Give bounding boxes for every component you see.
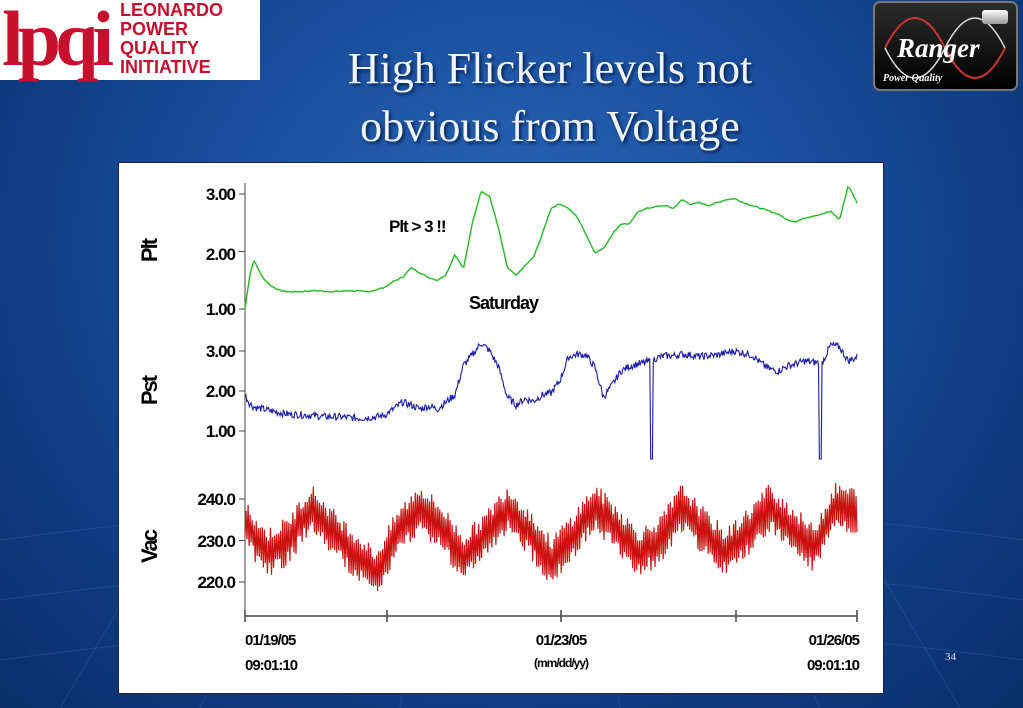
x-tick-time: 09:01:10 [245, 657, 298, 674]
pst-ytick: 1.00 [206, 422, 236, 441]
slide-title-line2: obvious from Voltage [360, 102, 740, 151]
ranger-logo-subtitle: Power Quality [883, 73, 943, 84]
page-number: 34 [945, 651, 956, 663]
ranger-logo-name: Ranger [897, 33, 980, 63]
lpqi-word: INITIATIVE [120, 57, 211, 77]
vac-ylabel: Vac [137, 529, 162, 563]
plt-annotation: Plt > 3 !! [389, 217, 446, 236]
slide-title: High Flicker levels not obvious from Vol… [250, 40, 850, 156]
plt-series-line [244, 186, 858, 310]
pst-ytick: 2.00 [206, 382, 236, 401]
ranger-badge-icon [982, 10, 1008, 24]
plt-ylabel: Plt [137, 237, 162, 262]
lpqi-word: QUALITY [120, 38, 199, 58]
x-tick-date: 01/26/05 [809, 632, 860, 649]
pst-series-line [244, 340, 858, 460]
slide-title-line1: High Flicker levels not [347, 44, 753, 93]
x-tick-date: 01/23/05 [536, 632, 587, 649]
vac-ytick: 230.0 [197, 532, 235, 551]
plt-ytick: 1.00 [206, 300, 236, 319]
plt-panel: Plt 1.00 2.00 3.00 Plt > 3 !! Saturday [137, 185, 540, 319]
plt-ytick: 2.00 [206, 245, 236, 264]
x-axis: 01/19/05 09:01:10 01/23/05 (mm/dd/yy) 01… [245, 632, 861, 674]
flicker-chart: Plt 1.00 2.00 3.00 Plt > 3 !! Saturday P… [137, 183, 861, 674]
pst-ylabel: Pst [137, 374, 162, 405]
plt-ytick: 3.00 [206, 185, 236, 204]
lpqi-logo: lpqi LEONARDO POWER QUALITY INITIATIVE [0, 0, 260, 80]
lpqi-logo-words: LEONARDO POWER QUALITY INITIATIVE [120, 1, 223, 77]
x-tick-time: 09:01:10 [807, 657, 860, 674]
ranger-logo: Ranger Power Quality [873, 1, 1018, 91]
saturday-annotation: Saturday [469, 293, 539, 313]
chart-panel: Plt 1.00 2.00 3.00 Plt > 3 !! Saturday P… [118, 162, 884, 694]
vac-ytick: 240.0 [197, 490, 235, 509]
vac-series-line [244, 483, 858, 591]
x-axis-format: (mm/dd/yy) [534, 656, 589, 670]
vac-ytick: 220.0 [197, 573, 235, 592]
pst-panel: Pst 1.00 2.00 3.00 [137, 342, 237, 441]
lpqi-logo-mark: lpqi [2, 0, 114, 82]
lpqi-word: POWER [120, 19, 189, 39]
lpqi-word: LEONARDO [120, 0, 223, 20]
x-tick-date: 01/19/05 [245, 632, 296, 649]
vac-panel: Vac 220.0 230.0 240.0 [137, 490, 237, 592]
pst-ytick: 3.00 [206, 342, 236, 361]
